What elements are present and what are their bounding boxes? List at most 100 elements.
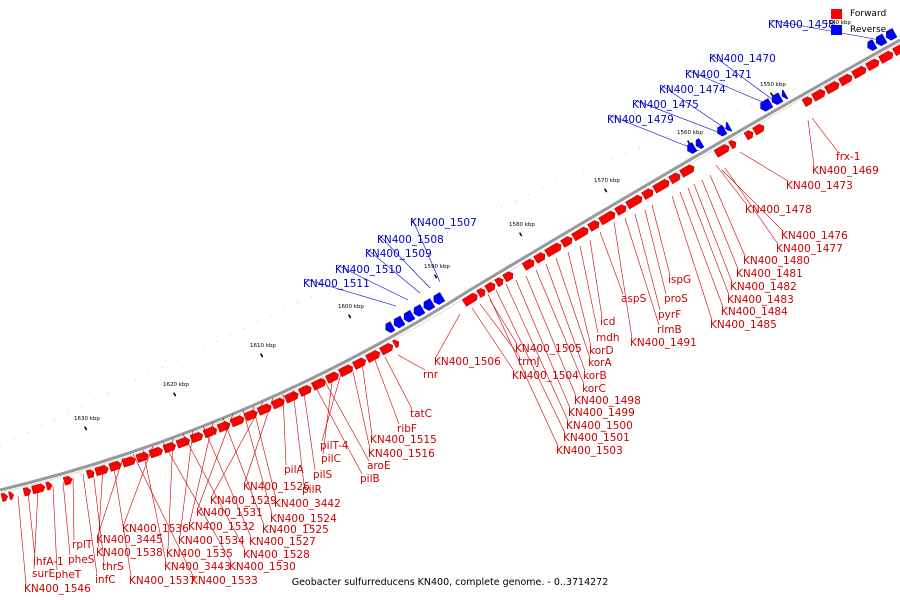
forward-gene-label: KN400_1483 xyxy=(727,294,794,306)
forward-gene-arrow xyxy=(625,194,643,210)
genome-backbone xyxy=(0,38,900,492)
forward-gene-leader xyxy=(693,183,733,283)
forward-gene-label: KN400_1491 xyxy=(630,337,697,349)
reverse-gene xyxy=(867,39,878,51)
forward-gene-label: ihfA-1 xyxy=(33,556,64,568)
forward-gene-arrow xyxy=(229,415,245,428)
forward-gene-arrow xyxy=(45,481,53,491)
forward-gene-arrow xyxy=(135,451,149,463)
forward-gene-leader xyxy=(505,283,569,422)
reverse-gene xyxy=(413,304,426,317)
forward-gene-arrow xyxy=(668,172,681,185)
reverse-gene-arrow xyxy=(423,298,436,311)
forward-gene-label: pilB xyxy=(360,473,380,485)
forward-gene-leader xyxy=(644,209,667,295)
forward-gene-leader xyxy=(322,373,334,455)
forward-gene xyxy=(62,475,73,486)
scale-tick-label: 1570 kbp xyxy=(594,178,620,184)
forward-gene xyxy=(521,258,535,271)
forward-gene xyxy=(652,179,670,194)
forward-gene-arrow xyxy=(801,96,813,108)
forward-gene xyxy=(202,426,218,439)
scale-tick-label: 1620 kbp xyxy=(163,382,189,388)
forward-gene-leader xyxy=(252,405,277,500)
forward-gene-leader xyxy=(97,457,124,536)
forward-gene xyxy=(476,288,486,298)
forward-gene-label: KN400_1532 xyxy=(188,521,255,533)
forward-gene-leader xyxy=(321,369,343,442)
forward-gene-arrow xyxy=(283,391,299,404)
reverse-gene-arrow xyxy=(781,89,789,100)
reverse-gene-leader xyxy=(378,234,431,289)
forward-gene-label: pheT xyxy=(55,569,82,581)
forward-gene xyxy=(270,397,285,410)
forward-gene-arrow xyxy=(62,475,73,486)
forward-gene-label: rplT xyxy=(72,539,93,551)
forward-gene xyxy=(865,58,880,72)
forward-gene xyxy=(243,409,258,422)
forward-gene-arrow xyxy=(679,164,695,178)
forward-swatch xyxy=(831,9,842,19)
forward-gene-arrow xyxy=(0,492,9,502)
gene-labels: frx-1 KN400_1469 KN400_1473 KN400_1478 KN400… xyxy=(24,19,879,595)
reverse-gene-leader xyxy=(660,84,730,132)
forward-gene-arrow xyxy=(652,179,670,194)
reverse-gene-arrow xyxy=(771,92,784,106)
forward-gene xyxy=(283,391,299,404)
forward-gene xyxy=(45,481,53,491)
forward-gene-leader xyxy=(142,449,167,563)
scale-tick-mark xyxy=(687,140,691,145)
forward-gene-leader xyxy=(489,299,518,345)
forward-gene-arrow xyxy=(641,188,654,200)
forward-gene xyxy=(811,89,826,102)
forward-gene xyxy=(310,378,326,391)
scale-tick-mark xyxy=(347,314,352,319)
reverse-gene xyxy=(885,28,898,41)
forward-gene-arrow xyxy=(8,491,15,501)
forward-gene xyxy=(352,357,366,370)
forward-gene-label: KN400_1524 xyxy=(270,513,337,525)
forward-gene-leader xyxy=(634,213,661,311)
forward-gene-arrow xyxy=(121,456,136,468)
forward-gene-label: pheS xyxy=(68,554,95,566)
scale-tick-label: 1550 kbp xyxy=(760,82,786,88)
forward-gene-leader xyxy=(162,441,232,563)
forward-gene xyxy=(728,140,737,150)
forward-gene-label: KN400_1535 xyxy=(166,548,233,560)
forward-gene-leader xyxy=(687,187,730,296)
forward-gene-arrow xyxy=(743,130,754,141)
forward-gene-label: KN400_1506 xyxy=(434,356,501,368)
forward-gene-leader xyxy=(545,263,586,372)
reverse-gene xyxy=(781,89,789,100)
forward-gene xyxy=(641,188,654,200)
forward-gene-leader xyxy=(709,174,746,257)
forward-gene-leader xyxy=(487,293,559,447)
forward-gene-leader xyxy=(701,179,739,270)
forward-gene-arrow xyxy=(521,258,535,271)
scale-tick-label: 1540 kbp xyxy=(825,20,851,26)
forward-gene xyxy=(229,415,245,428)
forward-gene-leader xyxy=(292,389,305,486)
forward-gene-leader xyxy=(322,377,370,462)
forward-gene-arrow xyxy=(476,288,486,298)
forward-gene-label: pilR xyxy=(302,484,322,496)
forward-gene-label: KN400_1482 xyxy=(730,281,797,293)
scale-tick-label: 1610 kbp xyxy=(250,343,276,349)
reverse-gene-label: KN400_1471 xyxy=(685,69,752,81)
forward-gene-leader xyxy=(589,239,603,318)
forward-gene-arrow xyxy=(392,339,400,349)
scale-tick-mark xyxy=(604,188,608,193)
forward-gene-label: KN400_1480 xyxy=(743,255,810,267)
forward-gene xyxy=(713,144,730,158)
forward-gene-leader xyxy=(312,381,363,475)
forward-gene xyxy=(560,236,573,248)
forward-gene-arrow xyxy=(31,483,46,495)
forward-gene xyxy=(325,371,339,384)
forward-gene xyxy=(189,431,204,444)
forward-gene-leader xyxy=(525,275,577,397)
reverse-gene-leader xyxy=(686,69,773,107)
forward-gene xyxy=(365,350,381,364)
forward-gene xyxy=(743,130,754,141)
reverse-gene-label: KN400_1475 xyxy=(632,99,699,111)
